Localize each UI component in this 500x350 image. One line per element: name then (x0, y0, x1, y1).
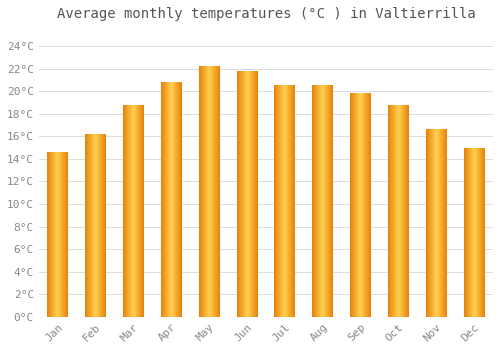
Title: Average monthly temperatures (°C ) in Valtierrilla: Average monthly temperatures (°C ) in Va… (56, 7, 476, 21)
